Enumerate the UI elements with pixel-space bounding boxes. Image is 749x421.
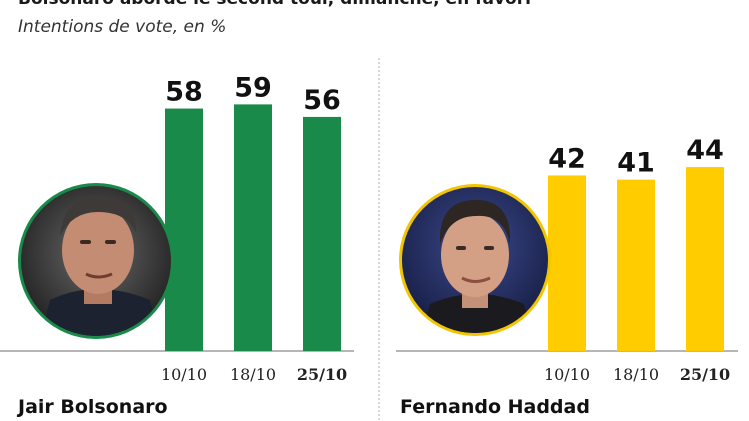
- series-name-bolsonaro: Jair Bolsonaro: [16, 396, 168, 418]
- series-name-haddad: Fernando Haddad: [400, 396, 590, 418]
- x-tick-bolsonaro-1: 18/10: [230, 365, 276, 384]
- panel-bolsonaro: 58 10/10 59 18/10 56 25/10 Jair Bolsonaro: [16, 72, 347, 418]
- value-label-bolsonaro-1: 59: [234, 72, 272, 103]
- bar-bolsonaro-1: [234, 104, 272, 351]
- chart-subtitle: Intentions de vote, en %: [18, 17, 227, 37]
- x-tick-bolsonaro-0: 10/10: [161, 365, 207, 384]
- x-tick-bolsonaro-2: 25/10: [297, 365, 347, 384]
- x-tick-haddad-0: 10/10: [544, 365, 590, 384]
- bar-haddad-0: [548, 175, 586, 351]
- value-label-haddad-2: 44: [686, 135, 724, 166]
- x-tick-haddad-1: 18/10: [613, 365, 659, 384]
- panel-haddad: 42 10/10 41 18/10 44 25/10 Fernando Haddad: [400, 135, 730, 418]
- portrait-bolsonaro-icon: [18, 183, 174, 339]
- value-label-haddad-1: 41: [617, 148, 655, 179]
- x-tick-haddad-2: 25/10: [680, 365, 730, 384]
- bar-bolsonaro-2: [303, 116, 341, 351]
- bar-bolsonaro-0: [165, 108, 203, 351]
- bar-haddad-1: [617, 179, 655, 351]
- value-label-haddad-0: 42: [548, 143, 586, 174]
- chart-title: Bolsonaro aborde le second tour, dimanch…: [18, 0, 531, 9]
- portrait-haddad-icon: [399, 184, 551, 336]
- bar-haddad-2: [686, 167, 724, 351]
- value-label-bolsonaro-2: 56: [303, 85, 341, 116]
- value-label-bolsonaro-0: 58: [165, 77, 203, 108]
